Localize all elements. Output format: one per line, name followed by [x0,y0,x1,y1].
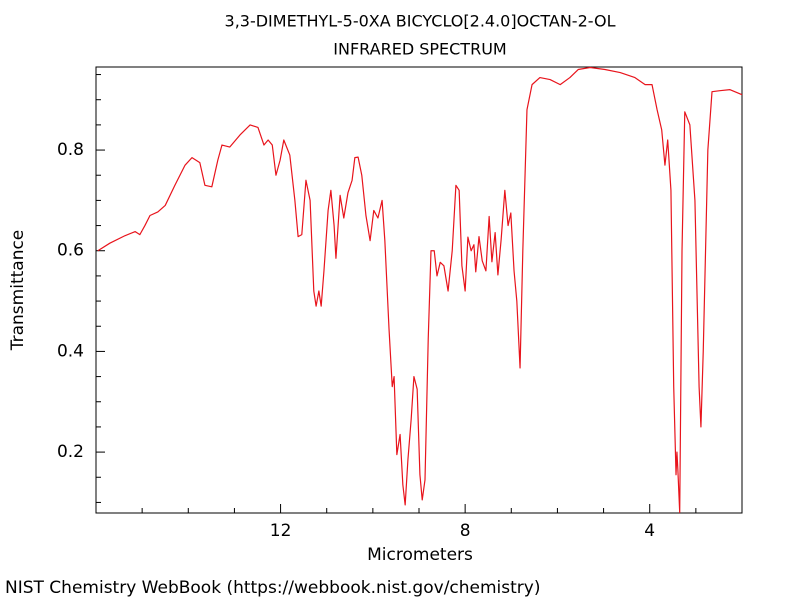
x-tick-label: 4 [644,521,655,541]
x-axis-label: Micrometers [367,545,473,565]
chart-title: 3,3-DIMETHYL-5-0XA BICYCLO[2.4.0]OCTAN-2… [225,12,616,31]
y-tick-label: 0.4 [57,341,84,361]
spectrum-line [97,66,743,514]
y-tick-label: 0.6 [57,241,84,261]
x-tick-label: 12 [270,521,292,541]
y-tick-label: 0.2 [57,442,84,462]
chart-subtitle: INFRARED SPECTRUM [333,40,506,59]
y-axis-label: Transmittance [8,230,28,352]
x-tick-label: 8 [460,521,471,541]
source-note: NIST Chemistry WebBook (https://webbook.… [5,578,540,598]
y-tick-label: 0.8 [57,140,84,160]
